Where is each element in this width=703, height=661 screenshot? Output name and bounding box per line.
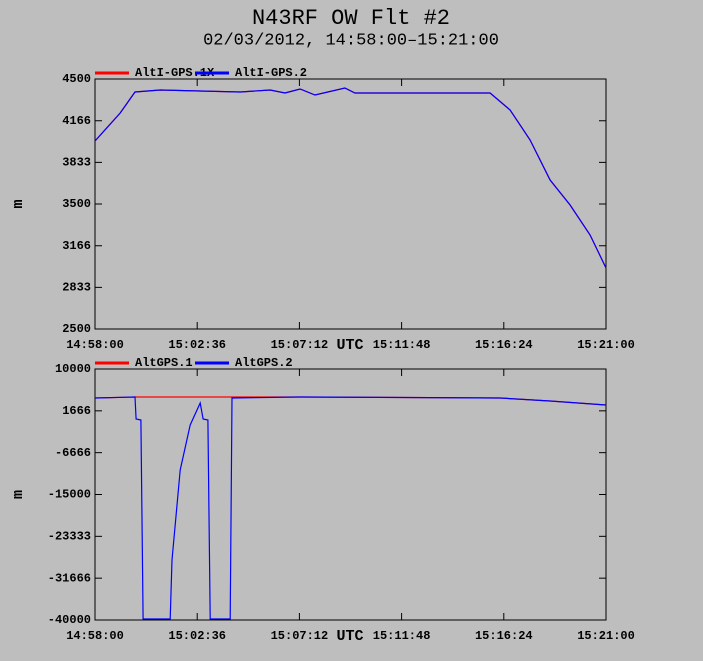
x-tick-label: 15:21:00 (577, 629, 635, 643)
x-tick-label: 14:58:00 (66, 629, 124, 643)
x-tick-label: 15:16:24 (475, 629, 533, 643)
y-axis-label: m (10, 490, 27, 499)
y-tick-label: 1666 (62, 404, 91, 418)
plot-area (94, 78, 607, 330)
legend-label: AltGPS.2 (235, 356, 293, 370)
y-tick-label: -31666 (48, 571, 91, 585)
y-axis-label: m (10, 199, 27, 208)
y-tick-label: 3166 (62, 239, 91, 253)
y-tick-label: 4166 (62, 114, 91, 128)
x-tick-label: 14:58:00 (66, 338, 124, 352)
y-tick-label: 10000 (55, 362, 91, 376)
data-line (94, 396, 607, 620)
x-tick-label: 15:02:36 (168, 338, 226, 352)
y-tick-label: -23333 (48, 530, 91, 544)
x-axis-label: UTC (336, 628, 363, 645)
y-tick-label: 2500 (62, 322, 91, 336)
x-tick-label: 15:11:48 (373, 338, 431, 352)
chart-subtitle: 02/03/2012, 14:58:00–15:21:00 (203, 31, 499, 50)
legend-label: AltGPS.1 (135, 356, 193, 370)
x-tick-label: 15:11:48 (373, 629, 431, 643)
y-tick-label: 3833 (62, 156, 91, 170)
data-line (94, 87, 607, 269)
x-tick-label: 15:16:24 (475, 338, 533, 352)
data-line (94, 87, 607, 269)
chart-title: N43RF OW Flt #2 (252, 6, 450, 31)
legend-label: AltI-GPS.1X (135, 66, 215, 80)
x-tick-label: 15:02:36 (168, 629, 226, 643)
y-tick-label: -40000 (48, 613, 91, 627)
x-tick-label: 15:07:12 (271, 629, 329, 643)
legend-label: AltI-GPS.2 (235, 66, 307, 80)
y-tick-label: 3500 (62, 197, 91, 211)
x-tick-label: 15:21:00 (577, 338, 635, 352)
x-tick-label: 15:07:12 (271, 338, 329, 352)
y-tick-label: 4500 (62, 72, 91, 86)
y-tick-label: -15000 (48, 488, 91, 502)
y-tick-label: 2833 (62, 281, 91, 295)
y-tick-label: -6666 (55, 446, 91, 460)
x-axis-label: UTC (336, 337, 363, 354)
data-line (94, 396, 607, 406)
